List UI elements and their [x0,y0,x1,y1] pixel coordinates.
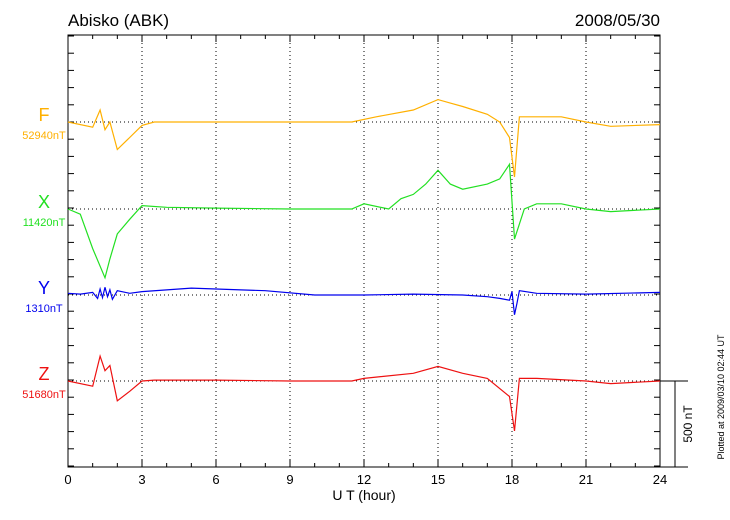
series-baseline-y: 1310nT [25,303,63,315]
series-line-x [67,162,661,280]
series-baseline-x: 11420nT [23,217,66,229]
x-axis-label: U T (hour) [332,487,395,503]
series-name-z: Z [39,364,50,384]
x-tick-label: 18 [505,472,519,487]
x-tick-label: 21 [579,472,593,487]
chart-date: 2008/05/30 [575,11,660,30]
x-tick-label: 3 [138,472,145,487]
x-tick-label: 9 [286,472,293,487]
x-tick-label: 24 [653,472,667,487]
series-name-x: X [38,192,50,212]
series-line-f [67,98,661,178]
x-tick-label: 15 [431,472,445,487]
plotted-footnote: Plotted at 2009/03/10 02:44 UT [716,334,726,460]
series-baseline-z: 51680nT [22,389,66,401]
chart-title: Abisko (ABK) [68,11,169,30]
series-name-f: F [39,105,50,125]
series-line-z [67,353,661,431]
series-line-y [67,286,661,315]
x-tick-label: 12 [357,472,371,487]
series-baseline-f: 52940nT [22,130,66,142]
x-tick-label: 6 [212,472,219,487]
x-tick-label: 0 [64,472,71,487]
series-name-y: Y [38,278,50,298]
scale-label: 500 nT [681,405,695,443]
